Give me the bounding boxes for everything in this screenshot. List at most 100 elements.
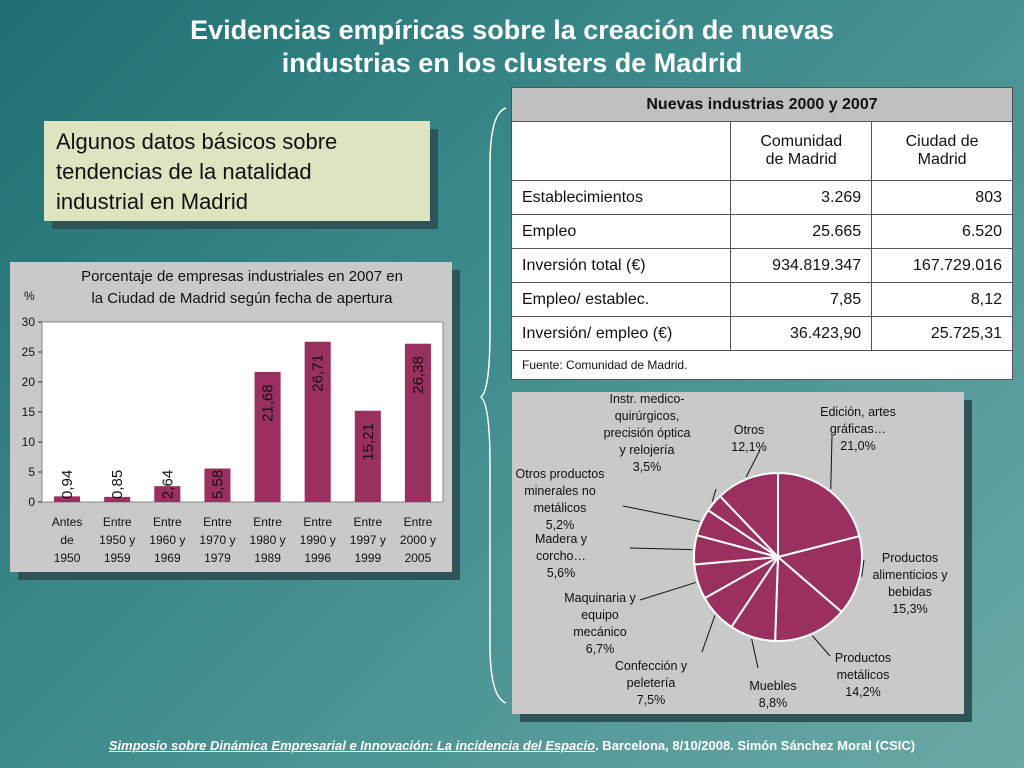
pie-label: 5,2% <box>546 518 575 532</box>
pie-label: 5,6% <box>547 566 576 580</box>
info-box-line: industrial en Madrid <box>56 189 248 214</box>
x-tick-label: 1960 y <box>149 533 185 547</box>
x-tick-label: Entre <box>103 515 132 529</box>
leader-line <box>830 435 833 490</box>
data-label: 0,85 <box>109 470 126 499</box>
x-tick-label: 1959 <box>104 551 131 565</box>
row-value-comunidad: 3.269 <box>730 180 873 215</box>
leader-line <box>861 559 865 577</box>
data-label: 26,71 <box>310 354 327 392</box>
x-tick-label: 1997 y <box>350 533 386 547</box>
pie-label: Maquinaria y <box>564 591 636 605</box>
data-label: 2,64 <box>159 470 176 499</box>
bar <box>404 343 431 502</box>
table-source: Fuente: Comunidad de Madrid. <box>511 350 1013 380</box>
row-label: Inversión/ empleo (€) <box>510 316 732 351</box>
table-title: Nuevas industrias 2000 y 2007 <box>511 87 1013 122</box>
pie-label: corcho… <box>536 549 586 563</box>
industries-table: Nuevas industrias 2000 y 2007 Comunidad … <box>510 87 1013 380</box>
x-tick-label: Entre <box>404 515 433 529</box>
pie-label: 14,2% <box>845 685 880 699</box>
pie-label: 8,8% <box>759 696 788 710</box>
row-value-comunidad: 25.665 <box>730 214 873 249</box>
data-label: 15,21 <box>360 423 377 461</box>
y-axis-label: % <box>24 289 35 303</box>
symposium-link[interactable]: Simposio sobre Dinámica Empresarial e In… <box>108 738 596 753</box>
bar <box>204 468 231 502</box>
y-tick-label: 25 <box>22 345 36 359</box>
leader-line <box>701 615 716 653</box>
pie-label: y relojería <box>620 443 675 457</box>
x-tick-label: 1950 y <box>99 533 135 547</box>
x-tick-label: Entre <box>153 515 182 529</box>
row-label: Inversión total (€) <box>510 248 732 283</box>
pie-slice <box>775 535 863 614</box>
plot-area <box>41 321 444 503</box>
footer: Simposio sobre Dinámica Empresarial e In… <box>0 738 1024 753</box>
bar <box>154 486 181 502</box>
pie-slice <box>777 471 861 559</box>
slide-title-line1: Evidencias empíricas sobre la creación d… <box>190 15 834 45</box>
bar-chart: 0 5 10 15 20 25 30 0,94 Antes de 1950 0,85 Entre 1950… <box>22 315 444 565</box>
data-label: 5,58 <box>209 470 226 499</box>
pie-label: gráficas… <box>830 422 886 436</box>
header-line: Ciudad de <box>905 133 979 150</box>
row-value-ciudad: 167.729.016 <box>871 248 1013 283</box>
pie-label: Productos <box>835 651 891 665</box>
y-tick-label: 30 <box>22 315 36 329</box>
x-tick-label: Entre <box>303 515 332 529</box>
info-box-line: tendencias de la natalidad <box>56 159 312 184</box>
bar <box>304 341 331 502</box>
pie-label: Edición, artes <box>820 405 896 419</box>
bar <box>254 371 281 502</box>
pie-label: mecánico <box>573 625 627 639</box>
y-tick-label: 15 <box>22 405 36 419</box>
bar-chart-title: Porcentaje de empresas industriales en 2… <box>52 266 432 310</box>
table-header-comunidad: Comunidad de Madrid <box>730 121 873 181</box>
header-line: Madrid <box>917 151 967 168</box>
y-tick-label: 0 <box>28 495 35 509</box>
x-tick-label: Entre <box>203 515 232 529</box>
leader-line <box>751 638 759 669</box>
pie-label: 7,5% <box>637 693 666 707</box>
x-tick-label: 1979 <box>204 551 231 565</box>
slide-title: Evidencias empíricas sobre la creación d… <box>0 14 1024 80</box>
x-tick-label: Entre <box>253 515 282 529</box>
pie-label: 3,5% <box>633 460 662 474</box>
x-tick-label: 1980 y <box>250 533 286 547</box>
leader-line <box>812 635 831 657</box>
leader-line <box>745 449 761 478</box>
header-line: Comunidad <box>760 133 843 150</box>
pie-label: Confección y <box>615 659 688 673</box>
info-box: Algunos datos básicos sobre tendencias d… <box>44 121 430 221</box>
leader-line <box>711 488 717 502</box>
x-tick-label: 1990 y <box>300 533 336 547</box>
data-label: 21,68 <box>260 384 277 422</box>
table-header-empty <box>510 121 732 181</box>
table-source-row: Fuente: Comunidad de Madrid. <box>511 350 1013 380</box>
y-tick-label: 10 <box>22 435 36 449</box>
header-line: de Madrid <box>765 151 837 168</box>
x-tick-label: Antes <box>52 515 83 529</box>
x-tick-label: 1969 <box>154 551 181 565</box>
slide-title-line2: industrias en los clusters de Madrid <box>281 48 743 78</box>
row-label: Establecimientos <box>510 180 732 215</box>
pie-label: metálicos <box>837 668 890 682</box>
pie-label: bebidas <box>888 585 932 599</box>
x-tick-label: 1996 <box>304 551 331 565</box>
bar-chart-panel: Porcentaje de empresas industriales en 2… <box>10 262 452 572</box>
table-row: Empleo 25.665 6.520 <box>510 214 1013 249</box>
x-tick-label: 2005 <box>405 551 432 565</box>
row-label: Empleo <box>510 214 732 249</box>
pie-label: Otros productos <box>516 467 605 481</box>
footer-details: . Barcelona, 8/10/2008. Simón Sánchez Mo… <box>595 738 916 753</box>
x-tick-label: Entre <box>353 515 382 529</box>
pie-label: Productos <box>882 551 938 565</box>
pie-label: Instr. medico- <box>609 392 684 406</box>
data-label: 0,94 <box>59 470 76 499</box>
pie-label: alimenticios y <box>872 568 948 582</box>
row-value-ciudad: 25.725,31 <box>871 316 1013 351</box>
y-tick-label: 5 <box>28 465 35 479</box>
brace-decoration <box>479 107 507 704</box>
pie-label: 21,0% <box>840 439 875 453</box>
